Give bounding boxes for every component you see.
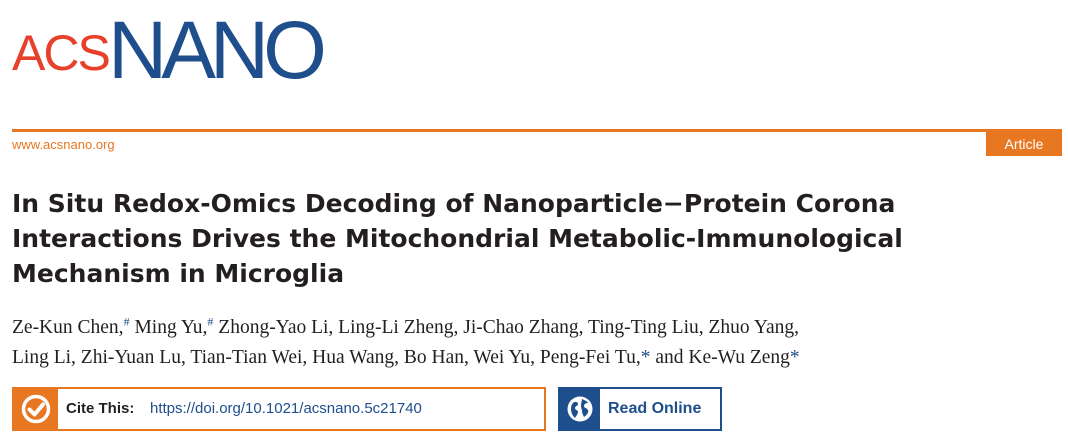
read-icon-container [560,389,600,429]
title-line: Interactions Drives the Mitochondrial Me… [12,224,903,253]
read-online-label[interactable]: Read Online [608,400,702,417]
cite-this-label: Cite This: [66,400,135,417]
checkmark-circle-icon [21,394,51,424]
equal-contribution-mark[interactable]: # [207,314,214,329]
doi-link[interactable]: https://doi.org/10.1021/acsnano.5c21740 [150,400,422,417]
globe-icon [567,396,593,422]
header-divider [12,129,1062,132]
cite-icon-container [14,389,58,429]
corresponding-author-mark[interactable]: * [789,347,800,368]
journal-website-link[interactable]: www.acsnano.org [12,137,115,152]
author-name[interactable]: Ming Yu, [129,317,208,338]
equal-contribution-mark[interactable]: # [123,314,130,329]
logo-acs-text: ACS [12,25,111,81]
logo-nano-text: NANO [108,5,327,96]
article-title: In Situ Redox-Omics Decoding of Nanopart… [12,186,1052,291]
author-name: and Ke-Wu Zeng [650,347,790,368]
author-names: Zhong-Yao Li, Ling-Li Zheng, Ji-Chao Zha… [213,317,799,338]
cite-this-box: Cite This: https://doi.org/10.1021/acsna… [12,387,546,431]
corresponding-author-mark[interactable]: * [640,347,651,368]
title-line: Mechanism in Microglia [12,259,345,288]
author-list: Ze-Kun Chen,# Ming Yu,# Zhong-Yao Li, Li… [12,313,1062,373]
title-line: In Situ Redox-Omics Decoding of Nanopart… [12,189,896,218]
author-names: Ling Li, Zhi-Yuan Lu, Tian-Tian Wei, Hua… [12,347,641,368]
author-name[interactable]: Ze-Kun Chen, [12,317,124,338]
read-online-button[interactable]: Read Online [558,387,722,431]
article-type-badge: Article [986,132,1062,156]
